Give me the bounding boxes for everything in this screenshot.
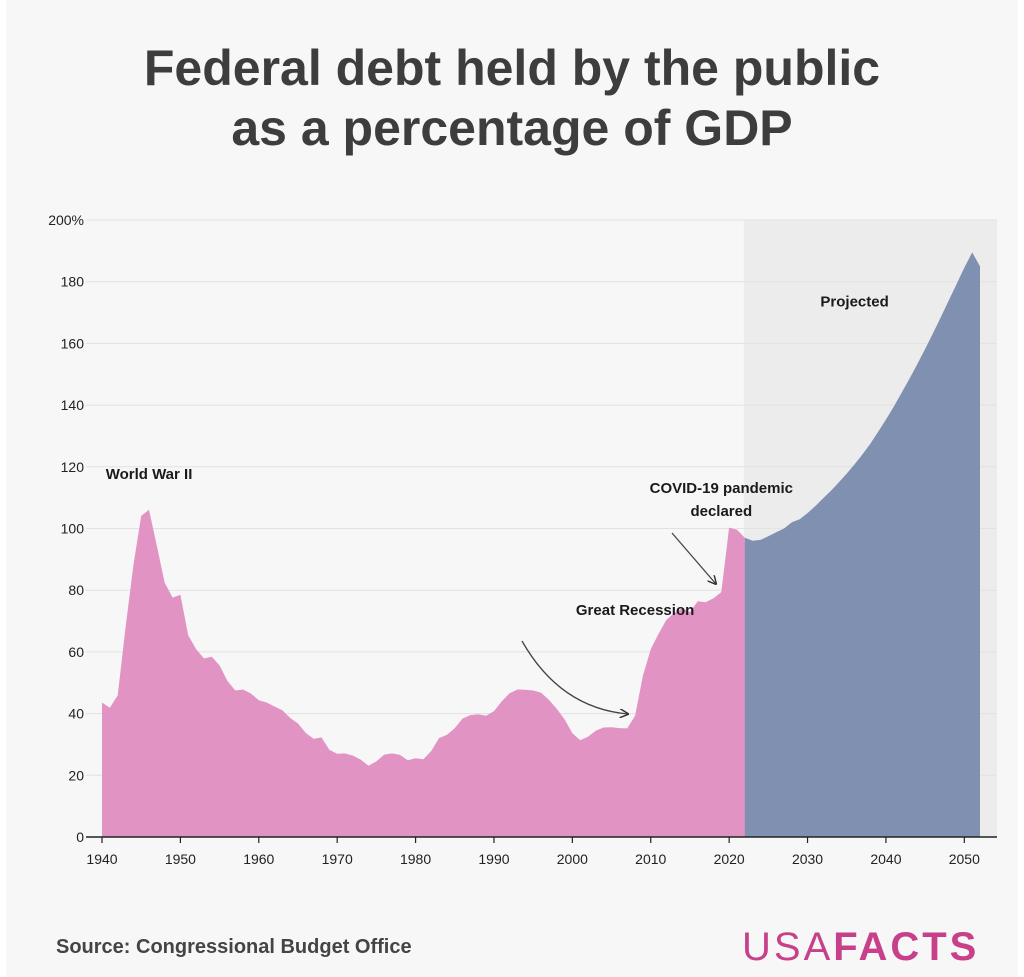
- y-tick-label-180: 180: [61, 274, 85, 290]
- annotation-2: COVID-19 pandemic: [650, 480, 793, 497]
- area-projected: [744, 252, 980, 837]
- right-edge: [1018, 0, 1024, 977]
- y-tick-label-160: 160: [61, 335, 85, 351]
- x-tick-label-2020: 2020: [714, 851, 745, 867]
- usafacts-logo: USAFACTS: [742, 925, 979, 970]
- covid-arrow: [671, 532, 716, 584]
- x-tick-label-1960: 1960: [243, 851, 274, 867]
- y-tick-label-80: 80: [68, 582, 84, 598]
- x-tick-label-2000: 2000: [557, 851, 588, 867]
- area-historical: [102, 509, 752, 837]
- x-tick-label-2050: 2050: [949, 851, 980, 867]
- y-tick-label-120: 120: [61, 459, 85, 475]
- x-tick-label-1980: 1980: [400, 851, 431, 867]
- y-tick-label-60: 60: [68, 644, 84, 660]
- left-edge: [0, 0, 6, 977]
- x-tick-label-1940: 1940: [86, 851, 117, 867]
- y-tick-label-140: 140: [61, 397, 85, 413]
- great-recession-arrow: [521, 640, 628, 714]
- y-tick-label-20: 20: [68, 767, 84, 783]
- x-tick-label-1970: 1970: [322, 851, 353, 867]
- x-tick-label-2010: 2010: [635, 851, 666, 867]
- y-tick-label-100: 100: [61, 521, 85, 537]
- annotation-0: World War II: [106, 466, 193, 483]
- logo-usa: USA: [742, 925, 834, 969]
- annotation-3: declared: [690, 503, 752, 520]
- x-tick-label-1990: 1990: [478, 851, 509, 867]
- chart-title-line-2: as a percentage of GDP: [231, 100, 793, 156]
- x-tick-label-2030: 2030: [792, 851, 823, 867]
- x-tick-label-2040: 2040: [870, 851, 901, 867]
- annotation-1: Great Recession: [576, 602, 694, 619]
- logo-facts: FACTS: [833, 925, 980, 969]
- chart-title: Federal debt held by the public as a per…: [0, 38, 1024, 158]
- y-tick-label-200: 200%: [48, 212, 84, 228]
- chart-title-line-1: Federal debt held by the public: [143, 40, 881, 96]
- y-tick-label-0: 0: [76, 829, 84, 845]
- annotation-4: Projected: [820, 293, 888, 310]
- x-tick-label-1950: 1950: [165, 851, 196, 867]
- y-tick-label-40: 40: [68, 706, 84, 722]
- source-note: Source: Congressional Budget Office: [56, 936, 412, 958]
